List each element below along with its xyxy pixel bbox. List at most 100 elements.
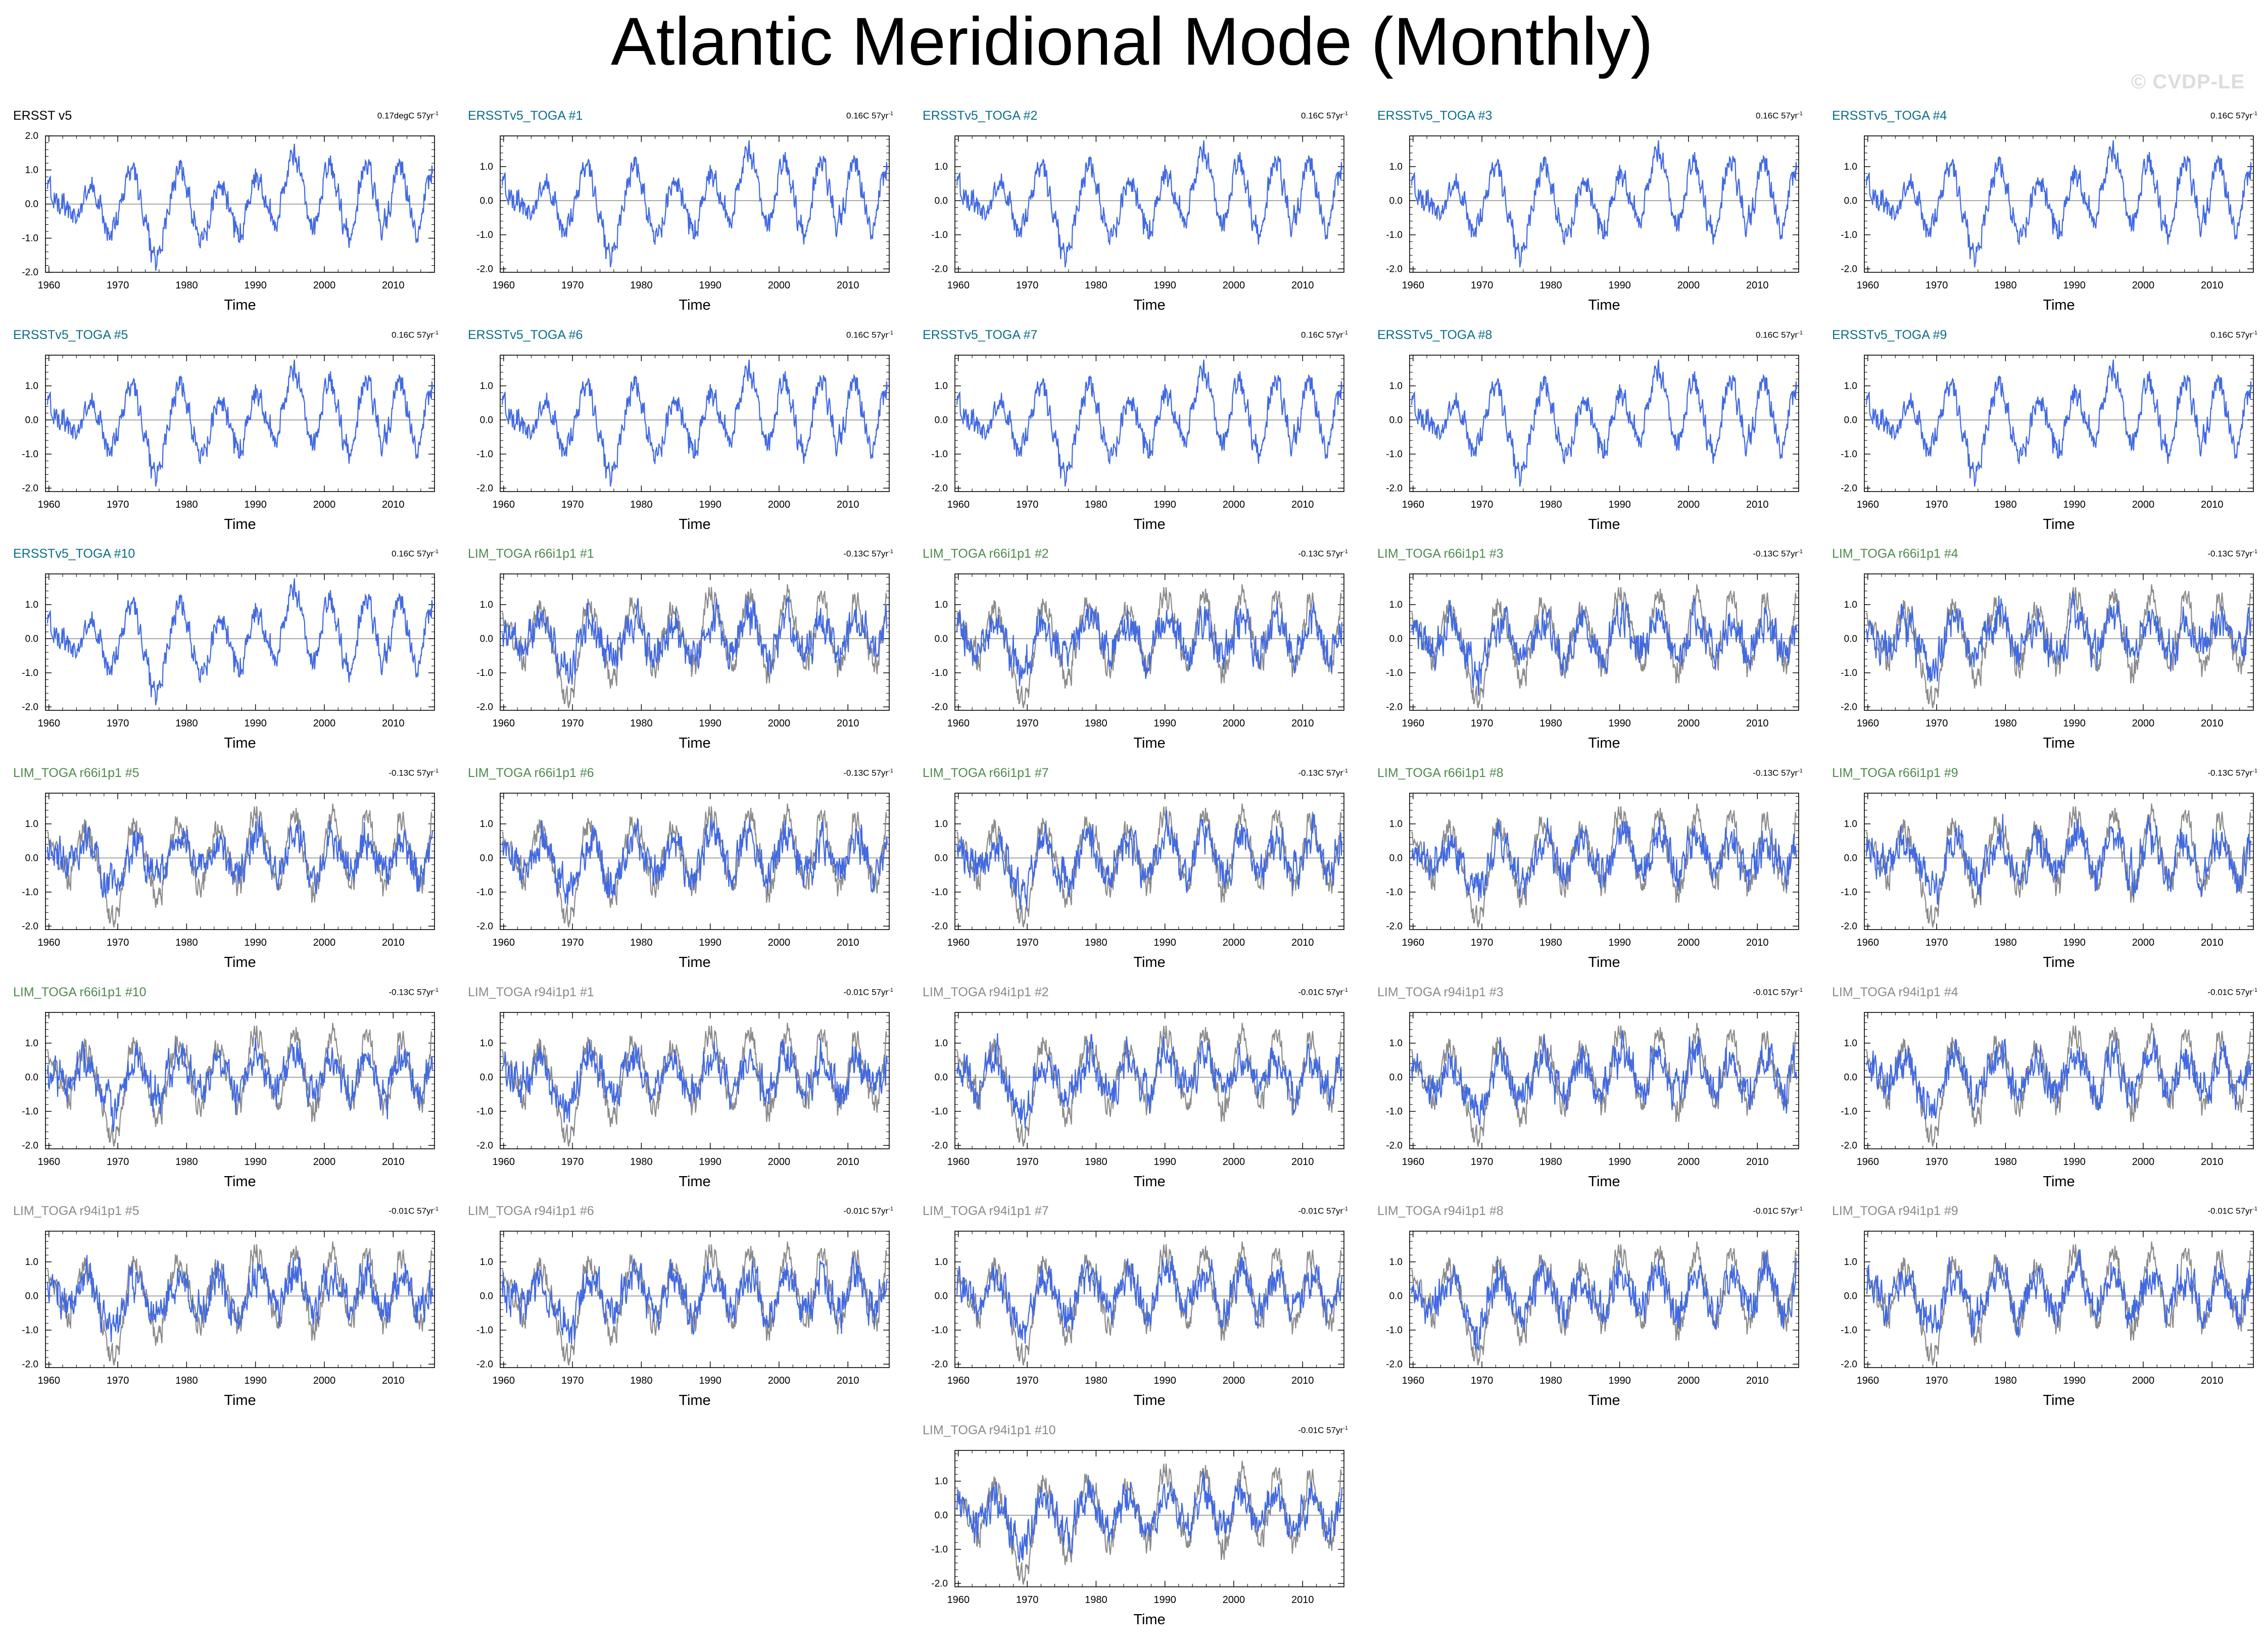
y-tick-label: 1.0 (1844, 1038, 1857, 1049)
x-tick-label: 1980 (175, 718, 198, 729)
y-tick-label: -2.0 (1841, 1140, 1857, 1151)
x-tick-label: 1990 (1153, 280, 1176, 291)
panel-trend: 0.16C 57yr-1 (846, 330, 893, 340)
y-tick-label: -2.0 (22, 267, 38, 278)
x-tick-label: 1990 (2063, 1156, 2085, 1168)
x-tick-label: 2010 (382, 937, 405, 948)
y-tick-label: 1.0 (935, 600, 948, 610)
x-tick-label: 1970 (1925, 499, 1948, 510)
x-tick-label: 1980 (630, 1156, 653, 1168)
x-tick-label: 1960 (1402, 280, 1425, 291)
x-tick-label: 2000 (1677, 280, 1700, 291)
x-tick-label: 2010 (1291, 937, 1314, 948)
panel-title: LIM_TOGA r94i1p1 #4 (1832, 985, 1958, 999)
panel: LIM_TOGA r94i1p1 #7 -0.01C 57yr-1 1.0 0.0 -1… (919, 1204, 1353, 1421)
x-axis-label: Time (2043, 297, 2075, 313)
x-tick-label: 2000 (313, 499, 336, 510)
panel-trend: -0.01C 57yr-1 (2207, 1206, 2257, 1216)
x-axis-label: Time (224, 735, 256, 751)
y-tick-label: -2.0 (931, 264, 948, 274)
plot-frame (1864, 355, 2254, 492)
x-tick-label: 1980 (630, 1375, 653, 1386)
x-axis-label: Time (679, 1392, 710, 1408)
series-line-observed (1865, 140, 2252, 268)
x-axis-label: Time (1133, 1392, 1165, 1408)
x-axis-label: Time (224, 297, 256, 313)
panel-trend: 0.16C 57yr-1 (1301, 330, 1348, 340)
x-tick-label: 1970 (107, 937, 129, 948)
series-line-observed (956, 359, 1343, 487)
x-tick-label: 1970 (1016, 1375, 1039, 1386)
x-tick-label: 1980 (175, 1375, 198, 1386)
panel-title: ERSSTv5_TOGA #7 (923, 328, 1038, 342)
panel: LIM_TOGA r94i1p1 #4 -0.01C 57yr-1 1.0 0.0 -1… (1828, 985, 2262, 1202)
y-tick-label: -1.0 (1841, 1106, 1857, 1117)
page-title: Atlantic Meridional Mode (Monthly) (611, 4, 1653, 79)
plot-frame (1409, 573, 1799, 711)
plot-frame (1864, 793, 2254, 930)
series-line-reference (956, 584, 1342, 708)
x-tick-label: 2010 (1746, 718, 1769, 729)
x-tick-label: 1990 (244, 499, 267, 510)
x-axis-label: Time (2043, 1174, 2075, 1190)
y-tick-label: 0.0 (935, 196, 948, 206)
x-axis-label: Time (224, 1392, 256, 1408)
x-tick-label: 1960 (1857, 280, 1880, 291)
x-axis-label: Time (2043, 735, 2075, 751)
x-tick-label: 1980 (1085, 937, 1107, 948)
x-tick-label: 2000 (2132, 1375, 2155, 1386)
panel-trend: 0.16C 57yr-1 (1756, 330, 1803, 340)
x-tick-label: 1960 (493, 499, 515, 510)
y-tick-label: -1.0 (476, 887, 493, 898)
series-line-observed (501, 140, 888, 268)
y-tick-label: 0.0 (1844, 853, 1857, 863)
x-axis-label: Time (224, 516, 256, 532)
series-line-observed (501, 359, 888, 487)
series-line-member (956, 810, 1343, 910)
series-line-reference (501, 584, 888, 708)
plot-frame (954, 1012, 1344, 1149)
x-tick-label: 1970 (1016, 499, 1039, 510)
panel-trend: -0.13C 57yr-1 (2207, 768, 2257, 778)
x-tick-label: 1980 (1539, 1375, 1562, 1386)
x-axis-label: Time (2043, 954, 2075, 970)
y-tick-label: -2.0 (22, 1359, 38, 1370)
x-tick-label: 1990 (1608, 937, 1631, 948)
x-tick-label: 2010 (1746, 1156, 1769, 1168)
series-line-member (956, 601, 1343, 686)
panel-title: ERSST v5 (13, 109, 72, 123)
x-tick-label: 1970 (1925, 280, 1948, 291)
panel: ERSSTv5_TOGA #5 0.16C 57yr-1 1.0 0.0 -1.0 -2.… (9, 328, 444, 545)
plot-frame (45, 793, 435, 930)
y-tick-label: 0.0 (1844, 1072, 1857, 1083)
panel: LIM_TOGA r94i1p1 #1 -0.01C 57yr-1 1.0 0.0 -1… (464, 985, 898, 1202)
y-tick-label: -2.0 (476, 702, 493, 712)
y-tick-label: 0.0 (935, 853, 948, 863)
y-tick-label: -2.0 (931, 483, 948, 494)
x-tick-label: 2010 (1291, 499, 1314, 510)
series-line-reference (956, 1461, 1342, 1585)
y-tick-label: -2.0 (1386, 483, 1403, 494)
x-tick-label: 1970 (107, 718, 129, 729)
plot-frame (954, 355, 1344, 492)
y-tick-label: -2.0 (22, 1140, 38, 1151)
panel-trend: -0.01C 57yr-1 (1298, 1425, 1348, 1435)
y-tick-label: 1.0 (25, 1257, 38, 1268)
series-line-member (1411, 817, 1798, 902)
y-tick-label: 0.0 (480, 1291, 493, 1301)
y-tick-label: -2.0 (1841, 483, 1857, 494)
x-tick-label: 1990 (2063, 718, 2085, 729)
x-tick-label: 1970 (1925, 1375, 1948, 1386)
y-tick-label: -2.0 (1841, 264, 1857, 274)
panel: LIM_TOGA r66i1p1 #2 -0.13C 57yr-1 1.0 0.0 -1… (919, 547, 1353, 764)
panel: ERSSTv5_TOGA #3 0.16C 57yr-1 1.0 0.0 -1.0 -2.… (1373, 109, 1808, 326)
y-tick-label: 1.0 (935, 1476, 948, 1487)
series-line-member (1865, 1033, 2252, 1121)
x-tick-label: 1980 (1539, 499, 1562, 510)
panel-title: LIM_TOGA r66i1p1 #1 (468, 547, 594, 561)
x-tick-label: 1970 (561, 718, 584, 729)
